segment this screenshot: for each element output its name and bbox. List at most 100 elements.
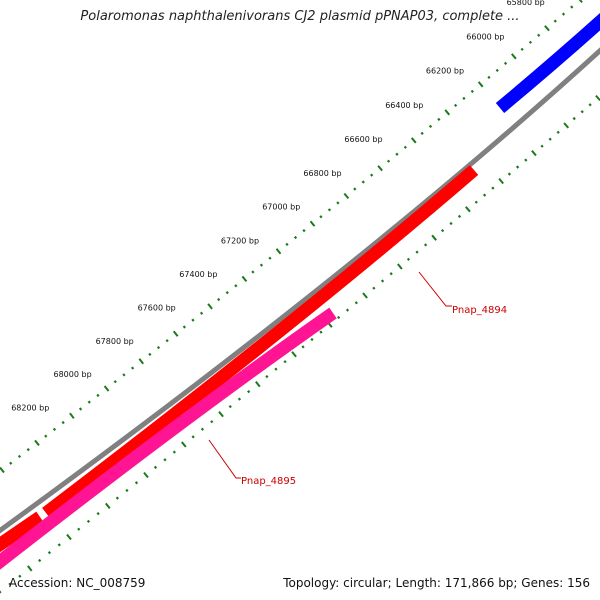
ruler-minor-tick xyxy=(8,582,12,586)
ruler-minor-tick xyxy=(191,435,195,439)
ruler-minor-tick xyxy=(524,158,528,162)
ruler-major-tick xyxy=(69,412,75,419)
tick-label: 66800 bp xyxy=(303,169,341,178)
ruler-minor-tick xyxy=(86,519,91,524)
ruler-minor-tick xyxy=(9,461,13,465)
ruler-minor-tick xyxy=(428,124,433,129)
genes-label: Genes: xyxy=(521,576,564,590)
ruler-major-tick xyxy=(465,206,471,213)
ruler-major-tick xyxy=(343,192,350,200)
tick-labels: 65800 bp 66000 bp 66200 bp 66400 bp 66600 bp… xyxy=(11,0,545,412)
ruler-major-tick xyxy=(105,502,111,510)
ruler-major-tick xyxy=(291,351,297,358)
tick-label: 67200 bp xyxy=(221,236,259,245)
ruler-minor-tick xyxy=(234,284,238,288)
ruler-major-tick xyxy=(544,25,550,32)
ruler-minor-tick xyxy=(52,427,57,431)
gene-label-pnap-4894[interactable]: Pnap_4894 xyxy=(452,305,507,316)
tick-label: 68200 bp xyxy=(11,403,49,412)
tick-label: 68000 bp xyxy=(54,370,92,379)
pnap-4895-callout-line xyxy=(208,439,241,479)
ruler-minor-tick xyxy=(528,40,533,44)
ruler-major-tick xyxy=(143,471,149,479)
ruler-minor-tick xyxy=(268,256,272,260)
map-title: Polaromonas naphthalenivorans CJ2 plasmi… xyxy=(0,9,600,24)
length-label: Length: xyxy=(395,576,441,590)
ruler-minor-tick xyxy=(482,193,487,197)
ruler-major-tick xyxy=(0,466,5,474)
ruler-minor-tick xyxy=(301,345,305,349)
ruler-minor-tick xyxy=(199,311,204,315)
ruler-minor-tick xyxy=(556,130,560,134)
ruler-minor-tick xyxy=(125,488,129,493)
ruler-major-tick xyxy=(241,275,248,283)
ruler-minor-tick xyxy=(57,543,61,547)
tick-label: 67800 bp xyxy=(96,337,134,346)
ruler-major-tick xyxy=(397,263,403,270)
ruler-major-tick xyxy=(138,358,144,365)
ruler-major-tick xyxy=(410,137,417,144)
ruler-minor-tick xyxy=(265,374,269,379)
ruler-minor-tick xyxy=(77,527,81,531)
ruler-major-tick xyxy=(207,303,213,310)
ruler-minor-tick xyxy=(580,110,584,114)
ruler-minor-tick xyxy=(415,250,419,254)
ruler-minor-tick xyxy=(361,180,365,184)
ruler-minor-tick xyxy=(87,400,91,404)
ruler-minor-tick xyxy=(38,558,42,563)
gene-label-pnap-4895[interactable]: Pnap_4895 xyxy=(241,476,296,487)
ruler-minor-tick xyxy=(354,301,358,305)
ruler-minor-tick xyxy=(283,360,287,364)
ruler-major-tick xyxy=(27,565,33,572)
ruler-minor-tick xyxy=(406,257,411,261)
backbone-arc xyxy=(0,47,600,534)
ruler-minor-tick xyxy=(453,103,458,108)
ruler-minor-tick xyxy=(310,337,314,342)
ruler-minor-tick xyxy=(572,116,576,121)
tick-label: 66200 bp xyxy=(426,67,464,76)
ruler-major-tick xyxy=(275,248,282,255)
ruler-minor-tick xyxy=(588,103,592,107)
gene-block-red-segment[interactable] xyxy=(0,511,44,565)
ruler-minor-tick xyxy=(337,315,341,320)
ruler-minor-tick xyxy=(515,165,520,169)
ruler-major-tick xyxy=(563,122,570,129)
ruler-minor-tick xyxy=(17,454,22,459)
ruler-minor-tick xyxy=(44,434,48,438)
tick-label: 67400 bp xyxy=(179,270,217,279)
ruler-minor-tick xyxy=(372,286,376,290)
ruler-major-tick xyxy=(431,234,437,241)
ruler-minor-tick xyxy=(247,389,251,394)
tick-label: 67000 bp xyxy=(262,203,300,212)
ruler-minor-tick xyxy=(217,297,221,302)
ruler-minor-tick xyxy=(96,512,100,516)
gene-block-pnap-4895[interactable] xyxy=(0,307,337,585)
tick-label: 67600 bp xyxy=(138,303,176,312)
ruler-minor-tick xyxy=(353,187,357,191)
ruler-minor-tick xyxy=(251,270,255,274)
ruler-minor-tick xyxy=(507,172,512,176)
ruler-minor-tick xyxy=(474,200,478,204)
inner-dotted-ruler xyxy=(0,94,600,594)
topology-value: circular; xyxy=(343,576,392,590)
ruler-major-tick xyxy=(309,220,316,227)
ruler-major-tick xyxy=(218,411,224,418)
ruler-minor-tick xyxy=(370,173,374,177)
ruler-minor-tick xyxy=(319,215,323,219)
ruler-minor-tick xyxy=(440,228,445,233)
ruler-minor-tick xyxy=(225,291,229,295)
gene-block-pnap-4894[interactable] xyxy=(42,165,479,519)
ruler-minor-tick xyxy=(537,33,541,37)
ruler-major-tick xyxy=(103,385,110,392)
accession-value: NC_008759 xyxy=(76,576,146,590)
ruler-minor-tick xyxy=(403,145,407,149)
ruler-minor-tick xyxy=(449,221,453,226)
ruler-minor-tick xyxy=(200,427,205,431)
ruler-major-tick xyxy=(181,441,187,448)
ruler-minor-tick xyxy=(420,131,424,135)
ruler-minor-tick xyxy=(122,373,126,377)
topology-info: Topology: circular; Length: 171,866 bp; … xyxy=(283,576,590,590)
accession-label: Accession: xyxy=(9,576,73,590)
ruler-minor-tick xyxy=(134,481,139,485)
ruler-minor-tick xyxy=(491,186,495,190)
